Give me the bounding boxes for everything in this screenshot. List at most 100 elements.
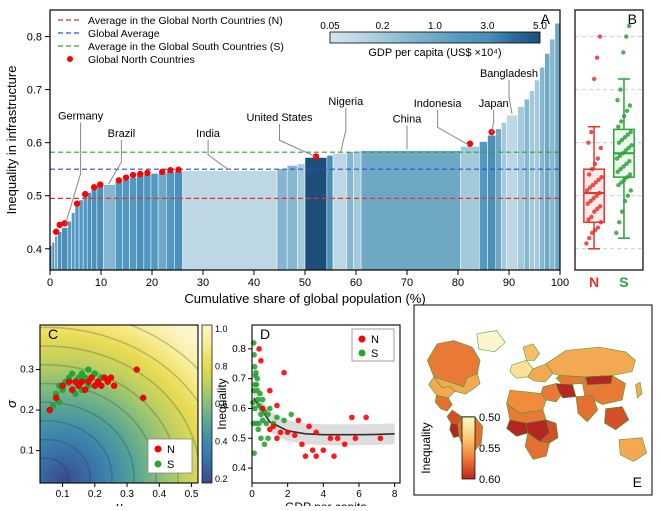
jitter-pt <box>624 34 628 38</box>
jitter-pt <box>599 146 603 150</box>
jitter-pt <box>628 130 632 134</box>
jitter-pt <box>619 119 623 123</box>
bar <box>87 193 91 270</box>
bar <box>55 236 58 270</box>
pt-n <box>313 453 319 459</box>
box-label: N <box>589 274 599 290</box>
pt-s <box>253 370 259 376</box>
bar <box>305 158 327 270</box>
pt-s <box>288 412 294 418</box>
bar <box>174 171 182 270</box>
jitter-pt <box>629 188 633 192</box>
jitter-pt <box>589 130 593 134</box>
pt-n <box>292 433 298 439</box>
pt-s <box>255 427 261 433</box>
gn-marker <box>159 169 165 175</box>
jitter-pt <box>596 225 600 229</box>
bar-label: Indonesia <box>414 98 463 110</box>
pt-n <box>310 447 316 453</box>
cb-tick: 0.8 <box>215 361 228 371</box>
jitter-pt <box>626 194 630 198</box>
bar <box>361 151 460 270</box>
pt-n <box>267 388 273 394</box>
ytick: 0.2 <box>20 405 34 416</box>
pt-s <box>265 412 271 418</box>
cb-tick: 1.0 <box>428 21 442 32</box>
pt-n <box>274 403 280 409</box>
jitter-pt <box>628 103 632 107</box>
pt-n <box>108 375 114 381</box>
jitter-pt <box>599 220 603 224</box>
bar <box>52 242 55 270</box>
ytick: 0.7 <box>27 85 42 97</box>
pt-n <box>349 415 355 421</box>
gn-marker <box>167 167 173 173</box>
xlabel: GDP per capita <box>285 500 367 506</box>
jitter-pt <box>596 156 600 160</box>
xtick: 70 <box>401 277 413 289</box>
pt-s <box>252 364 258 370</box>
bar-label: Brazil <box>108 128 136 140</box>
cb-tick: 0.50 <box>479 412 500 424</box>
gn-marker <box>91 184 97 190</box>
bar <box>144 174 151 270</box>
pt-n <box>285 430 291 436</box>
xtick: 0 <box>47 277 53 289</box>
jitter-pt <box>614 231 618 235</box>
jitter-pt <box>598 204 602 208</box>
ytick: 0.1 <box>20 446 34 457</box>
pt-n <box>335 435 341 441</box>
jitter-pt <box>627 159 631 163</box>
jitter-pt <box>625 109 629 113</box>
jitter-pt <box>593 162 597 166</box>
panel-label: D <box>260 326 270 342</box>
xtick: 0.4 <box>152 489 166 500</box>
pt-n <box>256 346 262 352</box>
bar <box>518 107 525 270</box>
ytick: 0.7 <box>232 374 246 385</box>
bar <box>488 135 496 270</box>
xtick: 40 <box>248 277 260 289</box>
bar <box>75 206 79 270</box>
colorbar <box>462 417 475 479</box>
jitter-pt <box>586 140 590 144</box>
bar-label: Japan <box>479 98 509 110</box>
bar-label: United States <box>246 112 313 124</box>
bar <box>555 23 560 270</box>
pt-n <box>260 406 266 412</box>
gn-marker <box>123 174 129 180</box>
xtick: 0 <box>249 489 255 500</box>
jitter-pt <box>592 77 596 81</box>
pt-n <box>53 395 59 401</box>
bar <box>91 189 97 270</box>
cb-tick: 5.0 <box>533 21 547 32</box>
bar <box>333 153 347 270</box>
xtick: 2 <box>285 489 291 500</box>
bar <box>327 155 333 270</box>
jitter-pt <box>587 236 591 240</box>
figure: GermanyBrazilIndiaUnited StatesNigeriaCh… <box>0 0 660 506</box>
gn-marker <box>467 141 473 147</box>
xtick: 0.1 <box>56 489 70 500</box>
bar <box>277 169 287 270</box>
pt-s <box>255 376 261 382</box>
pt-s <box>252 406 258 412</box>
ytick: 0.8 <box>232 344 246 355</box>
jitter-pt <box>617 220 621 224</box>
ylabel: σ <box>4 399 19 408</box>
legend-label: N <box>371 334 379 346</box>
jitter-pt <box>623 199 627 203</box>
pt-s <box>260 397 266 403</box>
pt-s <box>85 367 91 373</box>
pt-n <box>258 358 264 364</box>
callout <box>438 110 469 145</box>
bar <box>158 173 166 270</box>
jitter-pt <box>622 114 626 118</box>
region-AS-MN <box>586 376 612 385</box>
panel-c: 0.10.20.30.40.50.10.20.3μσCNS0.20.40.60.… <box>0 309 244 506</box>
bar <box>71 213 75 270</box>
panel-label: E <box>633 474 642 490</box>
jitter-pt <box>590 167 594 171</box>
pt-n <box>378 435 384 441</box>
jitter-pt <box>584 241 588 245</box>
